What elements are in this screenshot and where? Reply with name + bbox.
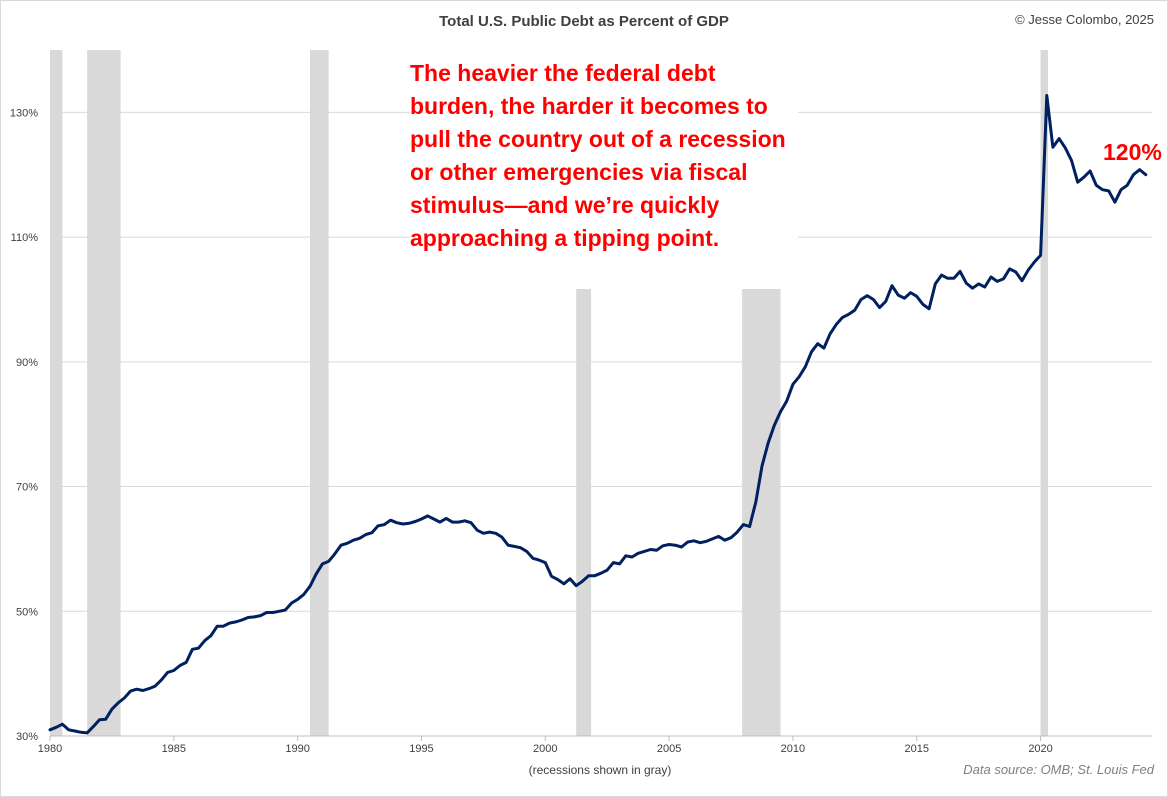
x-tick-label: 2020 [1028,743,1052,755]
y-tick-label: 110% [11,232,39,244]
debt-to-gdp-line [48,94,1148,735]
recession-band-0 [50,50,63,736]
recession-band-2 [310,50,329,736]
x-tick-label: 2010 [781,743,805,755]
y-tick-label: 50% [16,606,38,618]
y-tick-label: 90% [16,357,38,369]
x-tick-label: 2015 [904,743,928,755]
x-tick-label: 2000 [533,743,557,755]
data-source-note: Data source: OMB; St. Louis Fed [963,762,1154,777]
recession-band-5 [1040,50,1048,736]
x-tick-label: 1990 [285,743,309,755]
x-tick-label: 1980 [38,743,62,755]
recession-band-4 [742,289,781,736]
annotation-text: The heavier the federal debt burden, the… [410,57,798,259]
data-line-layer [48,94,1148,735]
chart-title: Total U.S. Public Debt as Percent of GDP [439,13,729,30]
x-tick-label: 1985 [162,743,186,755]
recession-band-3 [576,289,592,736]
copyright-notice: © Jesse Colombo, 2025 [1015,12,1154,27]
y-tick-label: 70% [16,482,38,494]
recession-band-1 [87,50,121,736]
recession-bands [50,50,1048,736]
x-tick-label: 2005 [657,743,681,755]
recession-note: (recessions shown in gray) [528,763,672,777]
x-tick-label: 1995 [409,743,433,755]
axes: 30% 50% 70% 90% 110% 130% 1980 1985 1990 1995 2000… [10,107,1152,755]
y-tick-label: 130% [10,107,38,119]
last-value-label: 120% [1103,139,1162,165]
y-tick-label: 30% [16,731,38,743]
